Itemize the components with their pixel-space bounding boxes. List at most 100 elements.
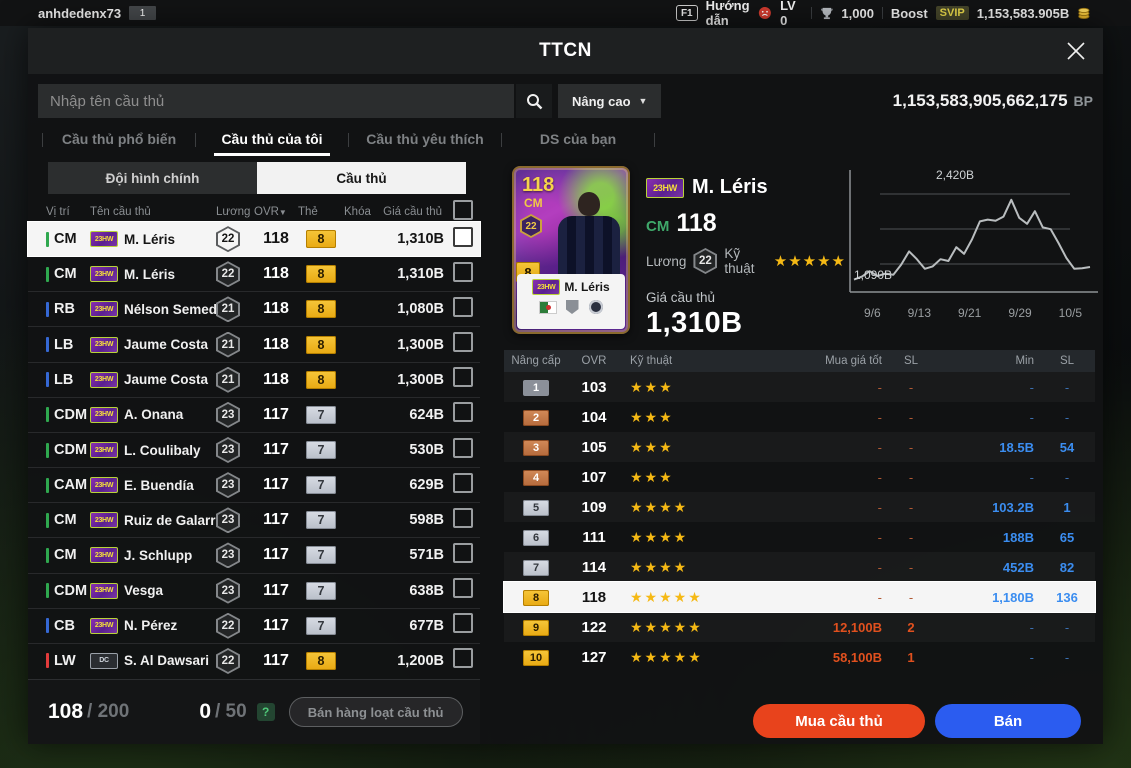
upgrade-row[interactable]: 10 127 ★★★★★ 58,100B 1 - - [504, 642, 1095, 672]
league-crest-icon [588, 300, 603, 314]
upgrade-table-header: Nâng cấp OVR Kỹ thuật Mua giá tốt SL Min… [504, 350, 1095, 372]
player-row[interactable]: CDM 23HW L. Coulibaly 23 117 7 530B [28, 431, 480, 467]
subtab-0[interactable]: Đội hình chính [48, 162, 257, 194]
row-checkbox[interactable] [446, 367, 480, 392]
upgrade-row[interactable]: 3 105 ★★★ - - 18.5B 54 [504, 432, 1095, 462]
upgrade-row[interactable]: 8 118 ★★★★★ - - 1,180B 136 [504, 582, 1095, 612]
col-min-qty: SL [1059, 355, 1075, 367]
player-row[interactable]: CDM 23HW Vesga 23 117 7 638B [28, 572, 480, 608]
col-min: Min [1015, 355, 1034, 367]
row-checkbox[interactable] [446, 542, 480, 568]
upgrade-row[interactable]: 4 107 ★★★ - - - - [504, 462, 1095, 492]
player-position: CM [646, 218, 670, 235]
player-row[interactable]: LB 23HW Jaume Costa 21 118 8 1,300B [28, 326, 480, 361]
tab-0[interactable]: Cầu thủ phổ biến [61, 131, 177, 147]
card-type-badge: 23HW [90, 301, 118, 318]
player-row[interactable]: CM 23HW M. Léris 22 118 8 1,310B [28, 222, 480, 257]
row-checkbox[interactable] [446, 578, 480, 603]
tab-divider [501, 133, 502, 147]
close-button[interactable] [1061, 36, 1091, 66]
card-type-badge: 23HW [90, 582, 118, 599]
tab-3[interactable]: DS của bạn [539, 131, 617, 147]
upgrade-level-badge: 10 [504, 648, 568, 666]
advanced-filter-button[interactable]: Nâng cao ▼ [558, 84, 662, 118]
advanced-filter-label: Nâng cao [572, 93, 631, 109]
price-cell: 1,300B [397, 336, 444, 353]
coins-icon [1078, 7, 1090, 20]
row-checkbox[interactable] [446, 437, 480, 463]
card-type-badge: 23HW [90, 512, 118, 529]
tab-divider [195, 133, 196, 147]
upgrade-ovr-cell: 109 [581, 498, 607, 516]
player-table-header: Vị trí Tên cầu thủ Lương OVR▼ Thẻ Khóa G… [28, 200, 480, 220]
buy-qty-cell: - [908, 469, 914, 485]
card-type-badge: 23HW [90, 617, 118, 634]
col-salary: Lương [216, 205, 251, 218]
upgrade-row[interactable]: 6 111 ★★★★ - - 188B 65 [504, 522, 1095, 552]
position-cell: CM [46, 512, 90, 528]
chart-x-ticks: 9/6 9/13 9/21 9/29 10/5 [864, 306, 1082, 320]
player-row[interactable]: CM 23HW J. Schlupp 23 117 7 571B [28, 537, 480, 572]
help-label[interactable]: Hướng dẫn [705, 0, 750, 28]
buy-qty-cell: 1 [907, 649, 915, 665]
card-type-badge: 23HW [90, 477, 118, 494]
search-input[interactable] [38, 84, 514, 118]
transfer-market-panel: TTCN Nâng cao ▼ 1,153,583,905,662,175 BP… [28, 28, 1103, 744]
tab-2[interactable]: Cầu thủ yêu thích [366, 131, 484, 147]
best-buy-cell: - [877, 379, 882, 395]
upgrade-row[interactable]: 5 109 ★★★★ - - 103.2B 1 [504, 492, 1095, 522]
row-checkbox[interactable] [446, 402, 480, 427]
select-all-checkbox[interactable] [446, 200, 480, 223]
sell-button[interactable]: Bán [935, 704, 1081, 738]
price-history-chart: 2,420B 1,090B 9/6 9/13 9/21 9/29 10/5 [838, 166, 1108, 334]
upgrade-row[interactable]: 7 114 ★★★★ - - 452B 82 [504, 552, 1095, 582]
help-question-badge[interactable]: ? [256, 703, 275, 721]
buy-qty-cell: - [908, 529, 914, 545]
row-checkbox[interactable] [446, 507, 480, 533]
tab-1[interactable]: Cầu thủ của tôi [196, 124, 348, 156]
ovr-cell: 117 [263, 581, 289, 599]
player-row[interactable]: CM 23HW M. Léris 22 118 8 1,310B [28, 256, 480, 291]
card-type-badge: 23HW [90, 336, 118, 353]
subtab-1[interactable]: Cầu thủ [257, 162, 466, 194]
username: anhdedenx73 [38, 5, 122, 21]
player-row[interactable]: CB 23HW N. Pérez 22 117 7 677B [28, 607, 480, 643]
row-checkbox[interactable] [446, 648, 480, 673]
search-row: Nâng cao ▼ 1,153,583,905,662,175 BP [38, 84, 1093, 118]
ovr-cell: 117 [263, 476, 289, 494]
row-checkbox[interactable] [446, 226, 480, 252]
player-row[interactable]: LB 23HW Jaume Costa 21 118 8 1,300B [28, 361, 480, 397]
row-checkbox[interactable] [446, 261, 480, 287]
upgrade-level-badge: 7 [504, 558, 568, 576]
row-checkbox[interactable] [446, 332, 480, 357]
buy-qty-cell: - [908, 559, 914, 575]
upgrade-row[interactable]: 2 104 ★★★ - - - - [504, 402, 1095, 432]
row-checkbox[interactable] [446, 296, 480, 322]
row-checkbox[interactable] [446, 613, 480, 638]
player-row[interactable]: CAM 23HW E. Buendía 23 117 7 629B [28, 467, 480, 502]
search-button[interactable] [516, 84, 552, 118]
card-level-badge: 8 [298, 335, 344, 354]
upgrade-row[interactable]: 1 103 ★★★ - - - - [504, 372, 1095, 402]
player-detail-panel: 118 CM 22 8 23HW M. Léris [504, 160, 1098, 744]
player-portrait [556, 192, 622, 286]
position-cell: CM [46, 547, 90, 563]
row-checkbox[interactable] [446, 472, 480, 498]
card-salary-value: 22 [522, 216, 540, 236]
player-row[interactable]: LW DC S. Al Dawsari 22 117 8 1,200B [28, 642, 480, 678]
upgrade-row[interactable]: 9 122 ★★★★★ 12,100B 2 - - [504, 612, 1095, 642]
buy-player-button[interactable]: Mua cầu thủ [753, 704, 925, 738]
bulk-sell-button[interactable]: Bán hàng loạt cầu thủ [288, 697, 463, 727]
player-row[interactable]: RB 23HW Nélson Semedo 21 118 8 1,080B [28, 291, 480, 326]
card-ovr: 118 [522, 174, 555, 196]
upgrade-level-badge: 8 [504, 588, 568, 606]
boost-label[interactable]: Boost [890, 5, 928, 21]
player-row[interactable]: CDM 23HW A. Onana 23 117 7 624B [28, 396, 480, 432]
position-cell: LB [46, 372, 90, 388]
col-ovr-sort[interactable]: OVR▼ [254, 206, 298, 218]
price-cell: 530B [409, 442, 444, 459]
card-type-badge: 23HW [90, 266, 118, 283]
upgrade-table: Nâng cấp OVR Kỹ thuật Mua giá tốt SL Min… [504, 350, 1095, 672]
upgrade-skill-stars: ★★★★★ [630, 648, 703, 665]
